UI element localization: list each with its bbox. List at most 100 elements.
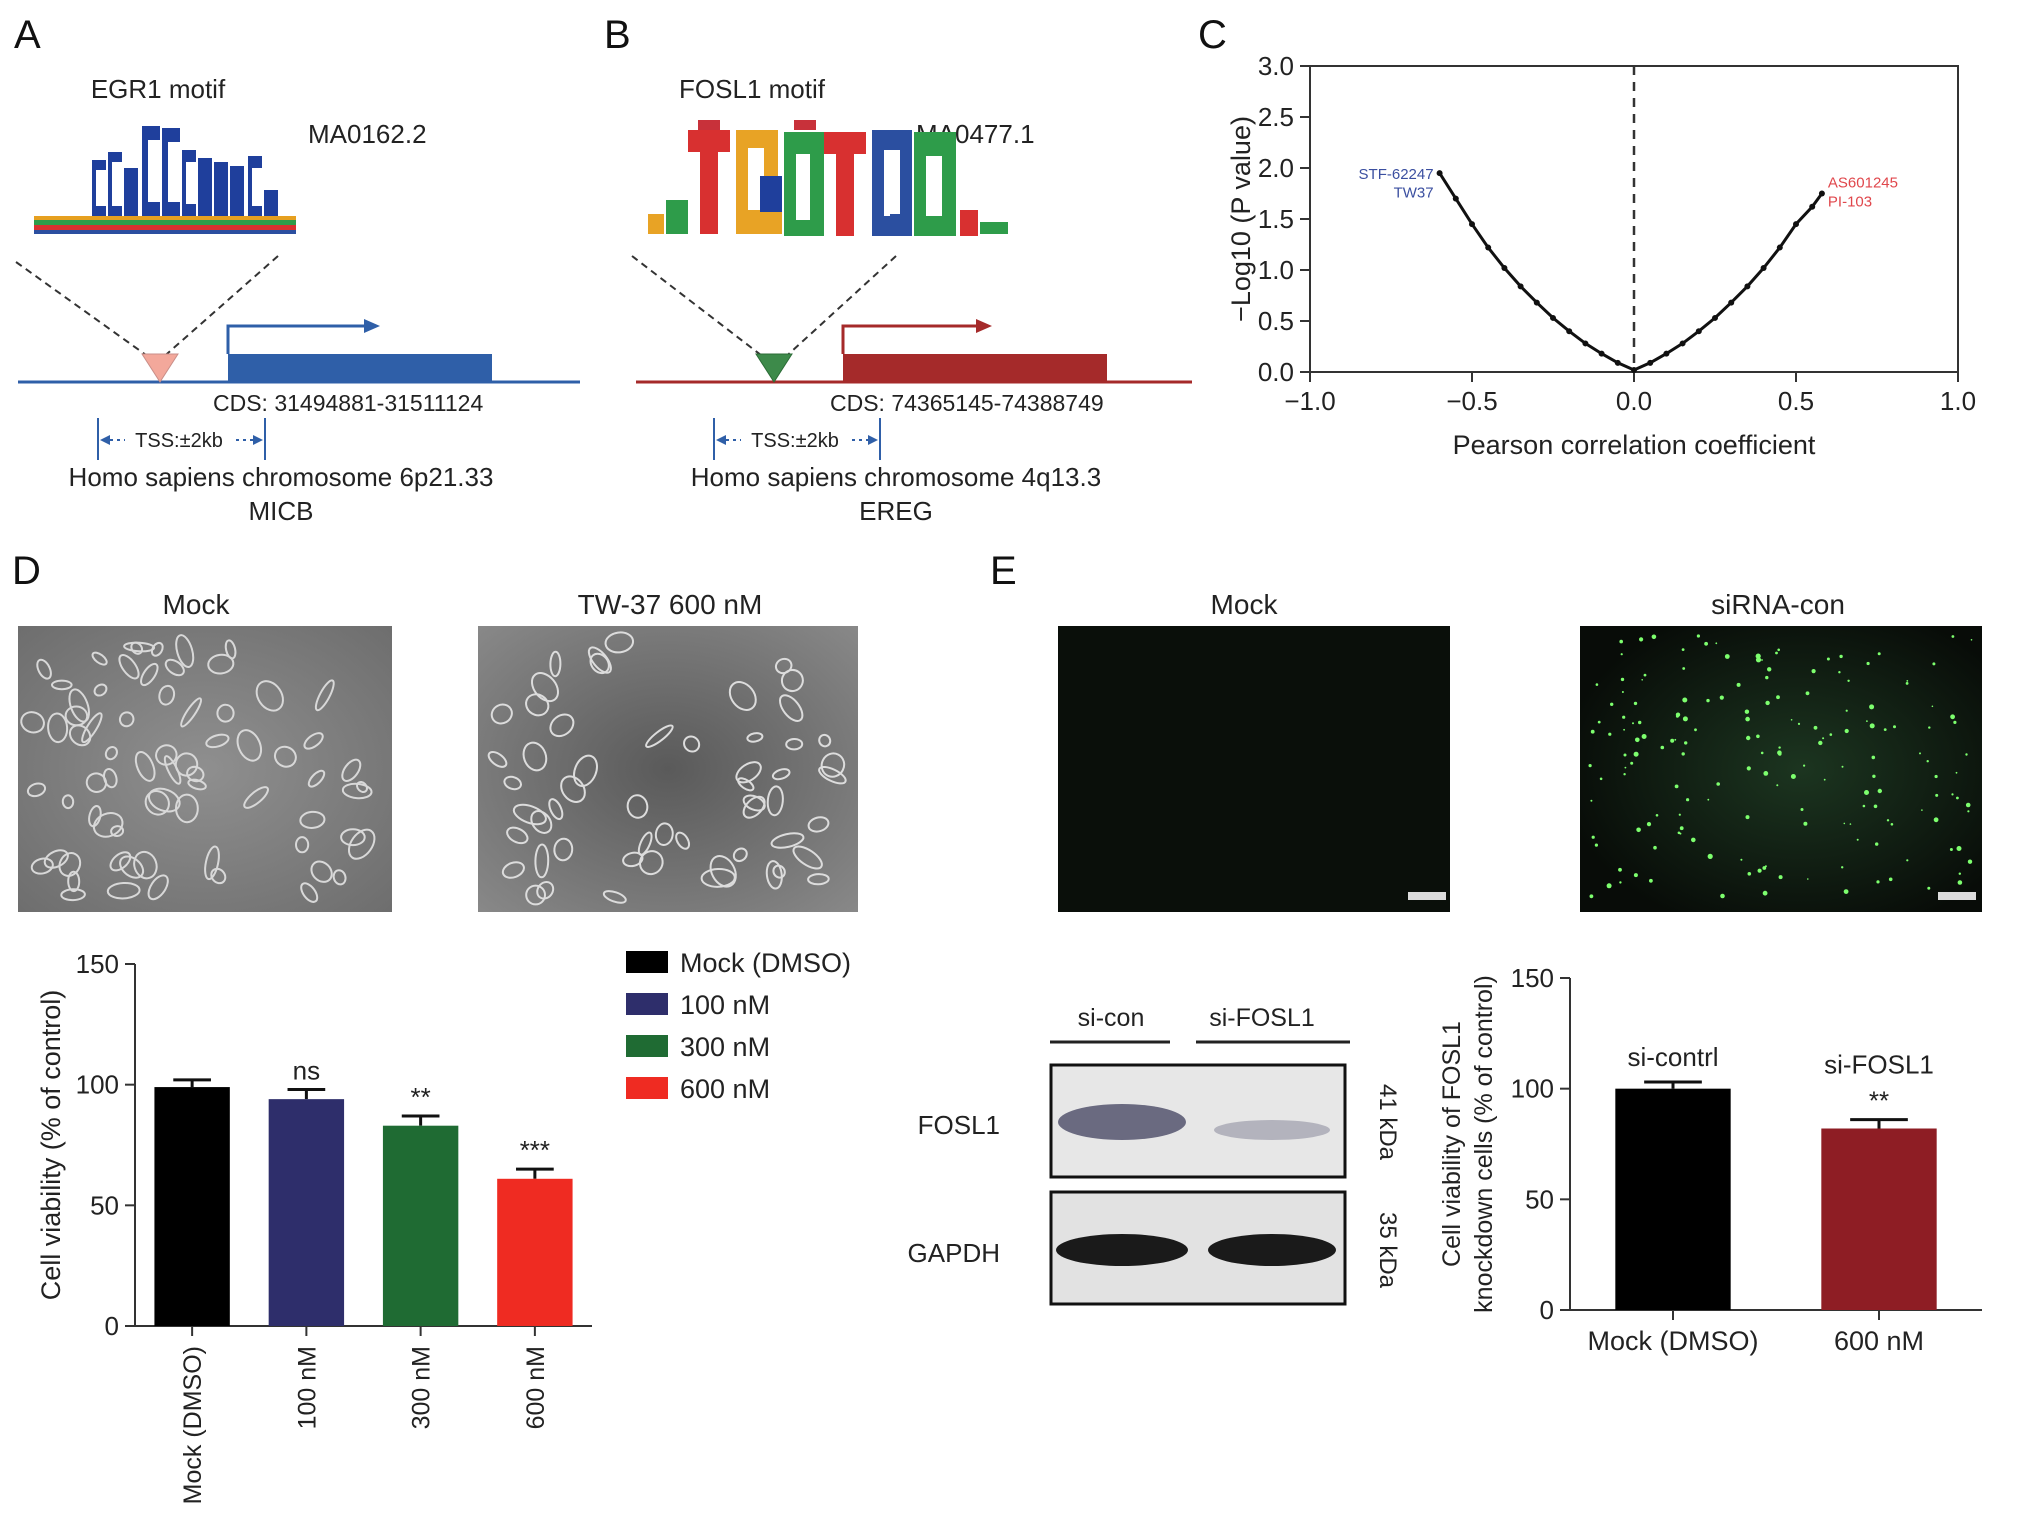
cell-shape bbox=[175, 634, 195, 668]
fluorescent-dot bbox=[1745, 815, 1750, 820]
cell-shape bbox=[525, 693, 550, 717]
fluorescent-dot bbox=[1597, 720, 1601, 724]
cell-shape bbox=[243, 786, 269, 809]
cell-shape bbox=[224, 639, 237, 660]
fluorescent-dot bbox=[1888, 877, 1893, 882]
fluorescent-dot bbox=[1588, 764, 1592, 768]
cell-shape bbox=[820, 752, 846, 778]
fluorescent-dot bbox=[1619, 639, 1623, 644]
fluorescent-dot bbox=[1967, 810, 1970, 813]
legend-swatch bbox=[626, 1077, 668, 1099]
fluorescent-dot bbox=[1670, 738, 1675, 743]
fluorescent-dot bbox=[1606, 883, 1612, 889]
panel-a-zoom-line-left bbox=[15, 261, 154, 361]
y-tick-label: 50 bbox=[90, 1190, 119, 1220]
fluorescent-dot bbox=[1906, 859, 1909, 862]
y-tick-label: 150 bbox=[1511, 963, 1554, 993]
cell-shape bbox=[119, 855, 145, 879]
fluorescent-dot bbox=[1620, 677, 1625, 682]
fluorescent-dot bbox=[1719, 695, 1724, 700]
cell-shape bbox=[85, 772, 108, 793]
blot-kda-fosl1: 41 kDa bbox=[1374, 1084, 1401, 1161]
viability-chart-tw37: 0 50 100 150 Mock (DMSO) ns 100 nM ** 300 nM *** 6… bbox=[36, 949, 592, 1504]
x-tick-label: −0.5 bbox=[1446, 386, 1497, 416]
panel-a: A EGR1 motif MA0162.2 bbox=[14, 13, 580, 526]
egr1-motif-logo bbox=[34, 126, 296, 234]
cell-shape bbox=[174, 752, 199, 777]
fluorescent-dot bbox=[1763, 771, 1769, 776]
cell-shape bbox=[30, 857, 54, 875]
cell-shape bbox=[67, 870, 81, 893]
panel-b-cds: CDS: 74365145-74388749 bbox=[830, 390, 1104, 416]
cell-shape bbox=[140, 662, 159, 687]
fluorescent-dot bbox=[1869, 704, 1875, 710]
fluorescent-dot bbox=[1610, 702, 1614, 706]
cell-shape bbox=[236, 729, 263, 762]
fluorescent-dot bbox=[1674, 738, 1677, 741]
cell-shape bbox=[273, 745, 297, 768]
y-tick-label: 50 bbox=[1525, 1184, 1554, 1214]
fluorescent-dot bbox=[1845, 709, 1848, 712]
fluorescent-dot bbox=[1590, 799, 1593, 802]
cell-shape bbox=[774, 657, 793, 675]
fluorescent-dot bbox=[1906, 680, 1909, 682]
fluorescent-dot bbox=[1674, 784, 1679, 789]
fluorescence-mock bbox=[1058, 626, 1450, 912]
panel-b-chromosome: Homo sapiens chromosome 4q13.3 bbox=[691, 462, 1101, 492]
cell-shape bbox=[503, 775, 522, 791]
x-category-label: Mock (DMSO) bbox=[1588, 1326, 1759, 1356]
cell-shape bbox=[560, 775, 586, 803]
fluorescent-dot bbox=[1716, 782, 1720, 786]
fluorescent-dot bbox=[1862, 804, 1866, 808]
fluorescent-dot bbox=[1746, 766, 1751, 771]
fluorescent-dot bbox=[1877, 652, 1881, 656]
cell-shape bbox=[64, 705, 89, 727]
fluorescent-dot bbox=[1839, 654, 1843, 659]
panel-d-image-title-tw37: TW-37 600 nM bbox=[578, 589, 763, 620]
fluorescent-dot bbox=[1970, 639, 1973, 641]
fluorescent-dot bbox=[1955, 771, 1958, 774]
y-axis-label: −Log10 (P value) bbox=[1226, 116, 1256, 322]
fluorescent-dot bbox=[1877, 788, 1883, 794]
cell-shape bbox=[332, 869, 347, 886]
fluorescent-dot bbox=[1678, 813, 1681, 816]
bar bbox=[1615, 1088, 1731, 1310]
blot-gapdh-band-2 bbox=[1208, 1234, 1336, 1266]
legend-label: 600 nM bbox=[680, 1074, 770, 1104]
fluorescent-dot bbox=[1778, 875, 1783, 880]
x-tick-label: −1.0 bbox=[1284, 386, 1335, 416]
significance-label: *** bbox=[520, 1135, 550, 1165]
fluorescent-dot bbox=[1776, 695, 1780, 700]
x-category-label: Mock (DMSO) bbox=[179, 1346, 207, 1504]
bar bbox=[154, 1087, 230, 1326]
legend-label: 100 nM bbox=[680, 990, 770, 1020]
x-tick-label: 0.5 bbox=[1778, 386, 1814, 416]
fluorescent-dot bbox=[1622, 715, 1626, 719]
fluorescent-dot bbox=[1777, 648, 1780, 652]
cell-shape bbox=[818, 765, 847, 785]
fluorescent-dot bbox=[1618, 867, 1622, 872]
fluorescent-dot bbox=[1715, 642, 1718, 645]
fluorescence-sirna-con bbox=[1580, 626, 1982, 912]
x-category-label: 600 nM bbox=[522, 1346, 550, 1429]
cell-shape bbox=[340, 828, 366, 847]
legend-swatch bbox=[626, 993, 668, 1015]
panel-a-binding-site-triangle bbox=[141, 353, 179, 383]
cell-shape bbox=[766, 785, 784, 817]
cell-shape bbox=[732, 847, 748, 863]
fluorescent-dot bbox=[1624, 766, 1627, 769]
fluorescent-dot bbox=[1873, 804, 1878, 809]
fluorescent-dot bbox=[1797, 722, 1801, 726]
cell-shape bbox=[102, 768, 118, 789]
y-tick-label: 2.0 bbox=[1258, 153, 1294, 183]
blot-kda-gapdh: 35 kDa bbox=[1374, 1212, 1401, 1289]
cell-shape bbox=[91, 651, 108, 666]
fluorescent-dot bbox=[1957, 880, 1963, 885]
panel-b-tss-label-bg bbox=[741, 428, 849, 452]
panel-a-gene-body bbox=[228, 354, 492, 382]
fluorescent-dot bbox=[1841, 866, 1844, 869]
fluorescent-dot bbox=[1926, 760, 1929, 763]
cell-shape bbox=[589, 652, 610, 675]
fluorescent-dot bbox=[1869, 723, 1875, 729]
cell-shape bbox=[314, 679, 335, 712]
